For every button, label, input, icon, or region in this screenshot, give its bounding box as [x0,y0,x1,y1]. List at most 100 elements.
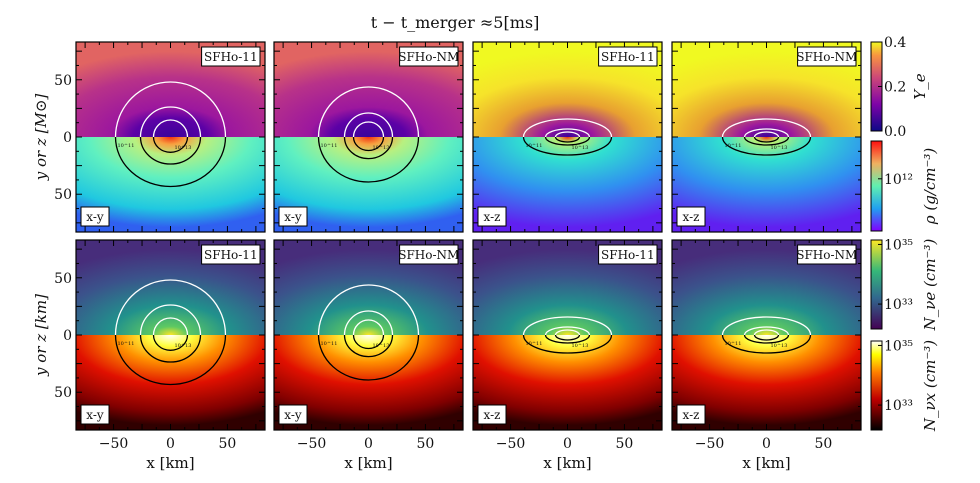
model-label-box [797,46,857,67]
contour-line [743,136,790,146]
plane-label-box [80,206,110,227]
colorbar-tick-label: 0.2 [884,80,906,96]
contour-label: 10^11 [118,142,135,149]
contour-line [139,136,202,165]
contour-line [554,136,581,143]
panel-1-3: 10^13 10^11 SFHo-NM x-z −50 0 50 x [km] [671,239,862,472]
contour-line [544,136,591,146]
colorbar-1: 10¹² ρ (g/cm⁻³) [870,140,939,232]
contour-line [343,112,394,138]
contour-line [152,334,189,351]
contour-line [753,136,780,143]
contour-line [522,334,613,354]
colorbar-gradient [870,340,883,431]
plane-label-box [278,404,308,425]
model-label-box [201,46,261,67]
model-label-box [399,244,459,265]
colorbar-2: 10³³ 10³⁵ N_νe (cm⁻³) [870,237,939,331]
plane-label: x-y [284,408,302,422]
plane-label-box [477,206,507,227]
contour-line [743,128,790,138]
contour-label: 10^11 [526,340,543,347]
plane-label: x-y [86,210,104,224]
contour-line [152,119,189,138]
x-tick-label: −50 [99,436,129,452]
contour-label: 10^13 [175,342,192,349]
contour-line [544,128,591,138]
panel-0-2: 10^13 10^11 SFHo-11 x-z [472,41,663,233]
colorbar-tick-label: 0.4 [884,35,906,51]
colorbar-tick-label: 10³³ [884,398,913,414]
x-tick-label: −50 [695,436,725,452]
contour-line [152,317,189,336]
model-label: SFHo-11 [204,50,258,64]
contour-line [114,136,227,188]
x-axis-label: x [km] [742,454,790,472]
contour-line [343,334,394,358]
colorbar-tick-label: 10¹² [884,172,913,188]
contour-label: 10^13 [771,144,788,151]
x-axis-label: x [km] [146,454,194,472]
x-tick-label: −50 [297,436,327,452]
panel-0-0: 10^13 10^11 SFHo-11 x-y 50 0 50y or z [M⊙] [32,41,266,233]
figure-title: t − t_merger ≈5[ms] [371,13,540,32]
contour-label: 10^13 [572,342,589,349]
contour-line [544,326,591,336]
model-label-box [201,244,261,265]
contour-line [554,329,581,336]
contour-line [317,86,420,138]
y-axis-label: y or z [M⊙] [32,94,50,182]
contour-line [352,121,385,138]
contour-line [352,334,385,350]
x-tick-label: 50 [219,436,237,452]
contour-line [721,316,812,336]
colorbar-gradient [870,239,883,330]
plane-label-box [676,404,706,425]
panel-1-2: 10^13 10^11 SFHo-11 x-z −50 0 50 x [km] [472,239,663,472]
colorbar-0: 0.0 0.2 0.4 Y_e [870,35,929,140]
colorbar-label: ρ (g/cm⁻³) [921,148,939,226]
x-tick-label: 0 [563,436,572,452]
contour-line [317,284,420,336]
contour-line [554,131,581,138]
plane-label: x-z [484,210,501,224]
x-axis-label: x [km] [543,454,591,472]
contour-label: 10^11 [526,142,543,149]
plane-label: x-y [86,408,104,422]
contour-line [352,319,385,336]
colorbar-tick-label: 10³³ [884,297,913,313]
x-tick-label: 50 [616,436,634,452]
colorbar-tick-label: 10³⁵ [884,338,913,354]
plane-label: x-y [284,210,302,224]
contour-line [343,136,394,160]
contour-line [352,136,385,152]
contour-line [522,136,613,156]
contour-line [544,334,591,344]
x-tick-label: 50 [815,436,833,452]
model-label-box [399,46,459,67]
model-label-box [598,244,658,265]
contour-label: 10^11 [725,142,742,149]
panel-0-1: 10^13 10^11 SFHo-NM x-y [273,41,464,233]
plane-label-box [80,404,110,425]
plane-label: x-z [484,408,501,422]
colorbar-3: 10³³ 10³⁵ N_νx (cm⁻³) [870,338,939,432]
contour-label: 10^13 [771,342,788,349]
x-tick-label: −50 [496,436,526,452]
model-label: SFHo-NM [796,50,857,64]
model-label: SFHo-11 [601,248,655,262]
contour-line [743,326,790,336]
colorbar-label: N_νx (cm⁻³) [921,340,939,432]
x-tick-label: 50 [417,436,435,452]
contour-line [753,334,780,341]
contour-line [743,334,790,344]
plane-label-box [676,206,706,227]
x-axis-label: x [km] [344,454,392,472]
colorbar-tick-label: 10³⁵ [884,237,913,253]
colorbar-gradient [870,140,883,232]
contour-label: 10^13 [373,144,390,151]
panel-0-3: 10^13 10^11 SFHo-NM x-z [671,41,862,233]
contour-label: 10^11 [118,340,135,347]
contour-line [522,316,613,336]
